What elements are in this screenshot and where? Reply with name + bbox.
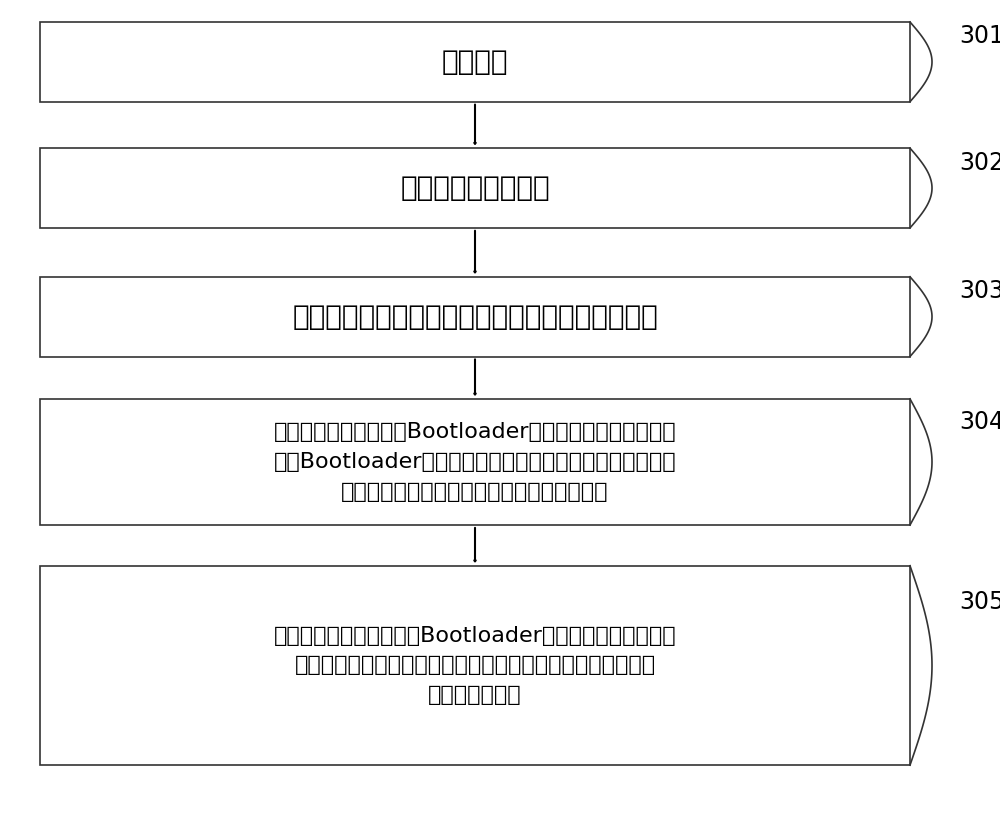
- Text: 运行固件: 运行固件: [442, 48, 508, 76]
- FancyBboxPatch shape: [40, 566, 910, 765]
- Text: 接收固件的控制信息: 接收固件的控制信息: [400, 174, 550, 202]
- Text: 将固件的控制信息存储至易失性存储区的第一区域: 将固件的控制信息存储至易失性存储区的第一区域: [292, 303, 658, 330]
- Text: 305: 305: [959, 589, 1000, 614]
- Text: 301: 301: [959, 24, 1000, 48]
- Text: 固件升级完成后，由运行Bootloader程序跳转至运行升级后
的固件，并在运行升级后的固件的过程中，从第一区域中获取
固件的控制信息: 固件升级完成后，由运行Bootloader程序跳转至运行升级后 的固件，并在运行…: [274, 626, 676, 705]
- FancyBboxPatch shape: [40, 148, 910, 228]
- FancyBboxPatch shape: [40, 277, 910, 357]
- Text: 302: 302: [959, 151, 1000, 174]
- Text: 由运行固件跳转至运行Bootloader（引导加载）程序，通过
运行Bootloader程序，对固件升级；并在固件升级过程中，
将待存储数据存储至易失性存储区的: 由运行固件跳转至运行Bootloader（引导加载）程序，通过 运行Bootlo…: [274, 422, 676, 501]
- Text: 304: 304: [959, 409, 1000, 434]
- FancyBboxPatch shape: [40, 22, 910, 102]
- Text: 303: 303: [959, 279, 1000, 303]
- FancyBboxPatch shape: [40, 399, 910, 525]
